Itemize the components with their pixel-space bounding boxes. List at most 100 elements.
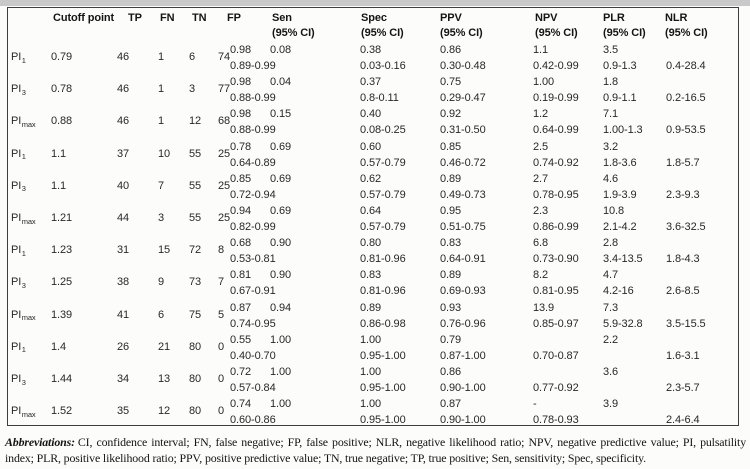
ci-value: 0.40-0.70: [230, 349, 276, 362]
cutoff-value: 1.39: [51, 308, 73, 321]
cutoff-value: 1.1: [51, 179, 66, 192]
stat-value: 1.00: [360, 366, 382, 378]
ci-value: 1.8-3.6: [603, 156, 637, 169]
ci-value: 0.81-0.96: [360, 285, 406, 298]
ci-value: 0.19-0.99: [533, 92, 579, 105]
cutoff-value: 1.52: [51, 405, 73, 418]
stat-value: 0.68: [230, 237, 252, 250]
ci-value: 0.67-0.91: [230, 285, 276, 298]
abbreviations-label: Abbreviations:: [5, 435, 75, 449]
ci-value: 0.46-0.72: [440, 156, 486, 169]
ci-value: 0.57-0.79: [360, 188, 406, 201]
ci-value: 0.30-0.48: [440, 60, 486, 72]
ci-value: 1.9-3.9: [603, 188, 637, 201]
stat-value: 0.87: [440, 398, 462, 411]
row-label-base: PI: [11, 147, 22, 160]
ci-value: 0.82-0.99: [230, 221, 276, 233]
row-label: PI1: [11, 148, 26, 164]
row-label: PI1: [11, 341, 26, 357]
ci-value: 0.9-53.5: [666, 124, 706, 137]
tn-value: 80: [189, 405, 202, 418]
ci-value: 2.4-6.4: [666, 414, 700, 427]
ci-value: 0.78-0.95: [533, 188, 579, 201]
stat-value: 0.40: [360, 108, 382, 121]
fp-value: 0: [218, 340, 225, 353]
column-header: FP: [227, 12, 241, 24]
ci-value: 1.6-3.1: [666, 349, 700, 362]
stat-value: 0.87: [230, 301, 252, 314]
stat-value: 0.78: [230, 140, 252, 153]
stat-value: 0.69: [270, 172, 292, 185]
ci-value: 5.9-32.8: [603, 317, 643, 330]
column-header: TP: [128, 12, 142, 24]
stat-value: 0.75: [440, 76, 462, 89]
ci-value: 0.95-1.00: [360, 414, 406, 427]
cutoff-value: 0.88: [51, 115, 73, 128]
fp-value: 25: [218, 147, 231, 160]
cutoff-value: 1.23: [51, 244, 73, 257]
ci-value: 0.53-0.81: [230, 253, 276, 266]
ci-value: 1.8-5.7: [666, 156, 700, 169]
ci-value: 0.03-0.16: [360, 60, 406, 72]
stat-value: 0.86: [440, 366, 462, 378]
stat-value: 1.00: [270, 398, 292, 411]
ci-value: 0.74-0.95: [230, 317, 276, 330]
stat-value: 4.7: [603, 269, 618, 282]
fp-value: 8: [218, 244, 225, 257]
stat-value: 0.98: [230, 76, 252, 89]
stat-value: 0.81: [230, 269, 252, 282]
column-header: Spec: [361, 12, 387, 24]
ci-value: 0.95-1.00: [360, 382, 406, 394]
stat-value: 0.93: [440, 301, 462, 314]
ci-value: 0.57-0.79: [360, 156, 406, 169]
row-label: PI3: [11, 373, 26, 389]
ci-value: 2.3-5.7: [666, 382, 700, 394]
tn-value: 80: [189, 340, 202, 353]
ci-value: 0.29-0.47: [440, 92, 486, 105]
stat-value: 0.60: [360, 140, 382, 153]
stat-value: 1.00: [270, 366, 292, 378]
row-label-subscript: 3: [21, 184, 26, 194]
ci-value: 0.64-0.91: [440, 253, 486, 266]
column-header-ci: (95% CI): [535, 27, 578, 39]
stat-value: 2.7: [533, 172, 548, 185]
stat-value: 1.00: [360, 333, 382, 346]
fp-value: 0: [218, 373, 225, 385]
row-label-base: PI: [11, 276, 22, 289]
row-label-subscript: max: [21, 119, 36, 129]
ci-value: 1.8-4.3: [666, 253, 700, 266]
fn-value: 3: [158, 212, 165, 224]
tp-value: 38: [117, 276, 130, 289]
row-label-subscript: 3: [21, 377, 26, 387]
ci-value: 0.49-0.73: [440, 188, 486, 201]
fn-value: 13: [158, 373, 171, 385]
column-header-ci: (95% CI): [603, 27, 646, 39]
stat-value: 0.38: [360, 44, 382, 56]
stat-value: 7.1: [603, 108, 618, 121]
tp-value: 40: [117, 179, 130, 192]
ci-value: 0.81-0.95: [533, 285, 579, 298]
fp-value: 68: [218, 115, 231, 128]
cutoff-value: 1.21: [51, 212, 73, 224]
fp-value: 74: [218, 51, 231, 63]
stat-value: 2.5: [533, 140, 548, 153]
row-label-subscript: max: [21, 313, 36, 323]
row-label-base: PI: [11, 373, 22, 385]
row-label-base: PI: [11, 51, 22, 63]
abbreviations-text: CI, confidence interval; FN, false negat…: [5, 435, 746, 465]
stat-value: 2.8: [603, 237, 618, 250]
tn-value: 55: [189, 147, 202, 160]
ci-value: 0.9-1.1: [603, 92, 637, 105]
column-header-ci: (95% CI): [361, 27, 404, 39]
row-label-base: PI: [11, 212, 22, 224]
tp-value: 46: [117, 83, 130, 96]
stat-value: 0.98: [230, 108, 252, 121]
cutoff-value: 1.25: [51, 276, 73, 289]
ci-value: 0.64-0.99: [533, 124, 579, 137]
cutoff-value: 1.44: [51, 373, 73, 385]
top-band: [0, 0, 750, 6]
stat-value: 0.90: [270, 237, 292, 250]
ci-value: 0.89-0.99: [230, 60, 276, 72]
stat-value: 0.89: [360, 301, 382, 314]
cutoff-value: 0.78: [51, 83, 73, 96]
